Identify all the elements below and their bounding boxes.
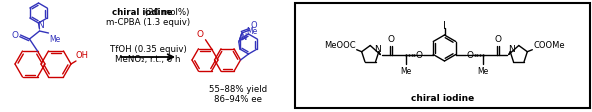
Text: chiral iodine: chiral iodine: [411, 94, 474, 103]
Text: (20 mol%): (20 mol%): [142, 8, 189, 17]
Text: I: I: [443, 21, 446, 31]
Text: O: O: [466, 51, 474, 59]
Text: N: N: [240, 33, 246, 42]
Text: O: O: [251, 21, 258, 30]
Text: O: O: [11, 30, 18, 39]
Text: chiral iodine: chiral iodine: [112, 8, 172, 17]
Text: Me: Me: [477, 66, 488, 75]
Text: MeOOC: MeOOC: [324, 40, 356, 49]
Text: O: O: [494, 35, 501, 44]
Text: COOMe: COOMe: [533, 40, 565, 49]
Text: O: O: [388, 35, 395, 44]
Text: Me: Me: [246, 27, 257, 36]
Text: Me: Me: [50, 35, 61, 44]
Text: OH: OH: [76, 51, 89, 59]
Text: 55–88% yield: 55–88% yield: [209, 85, 267, 94]
Text: O: O: [415, 51, 422, 59]
Text: 86–94% ee: 86–94% ee: [214, 95, 262, 104]
Text: O: O: [197, 29, 204, 38]
Text: m-CPBA (1.3 equiv): m-CPBA (1.3 equiv): [106, 18, 190, 27]
Text: Me: Me: [401, 66, 412, 75]
Text: N: N: [508, 45, 514, 54]
Text: N: N: [375, 45, 381, 54]
Text: TfOH (0.35 equiv): TfOH (0.35 equiv): [110, 45, 186, 54]
Text: MeNO₂, r.t., 6 h: MeNO₂, r.t., 6 h: [115, 55, 181, 63]
Text: N: N: [37, 21, 44, 30]
Bar: [295, 4, 590, 108]
